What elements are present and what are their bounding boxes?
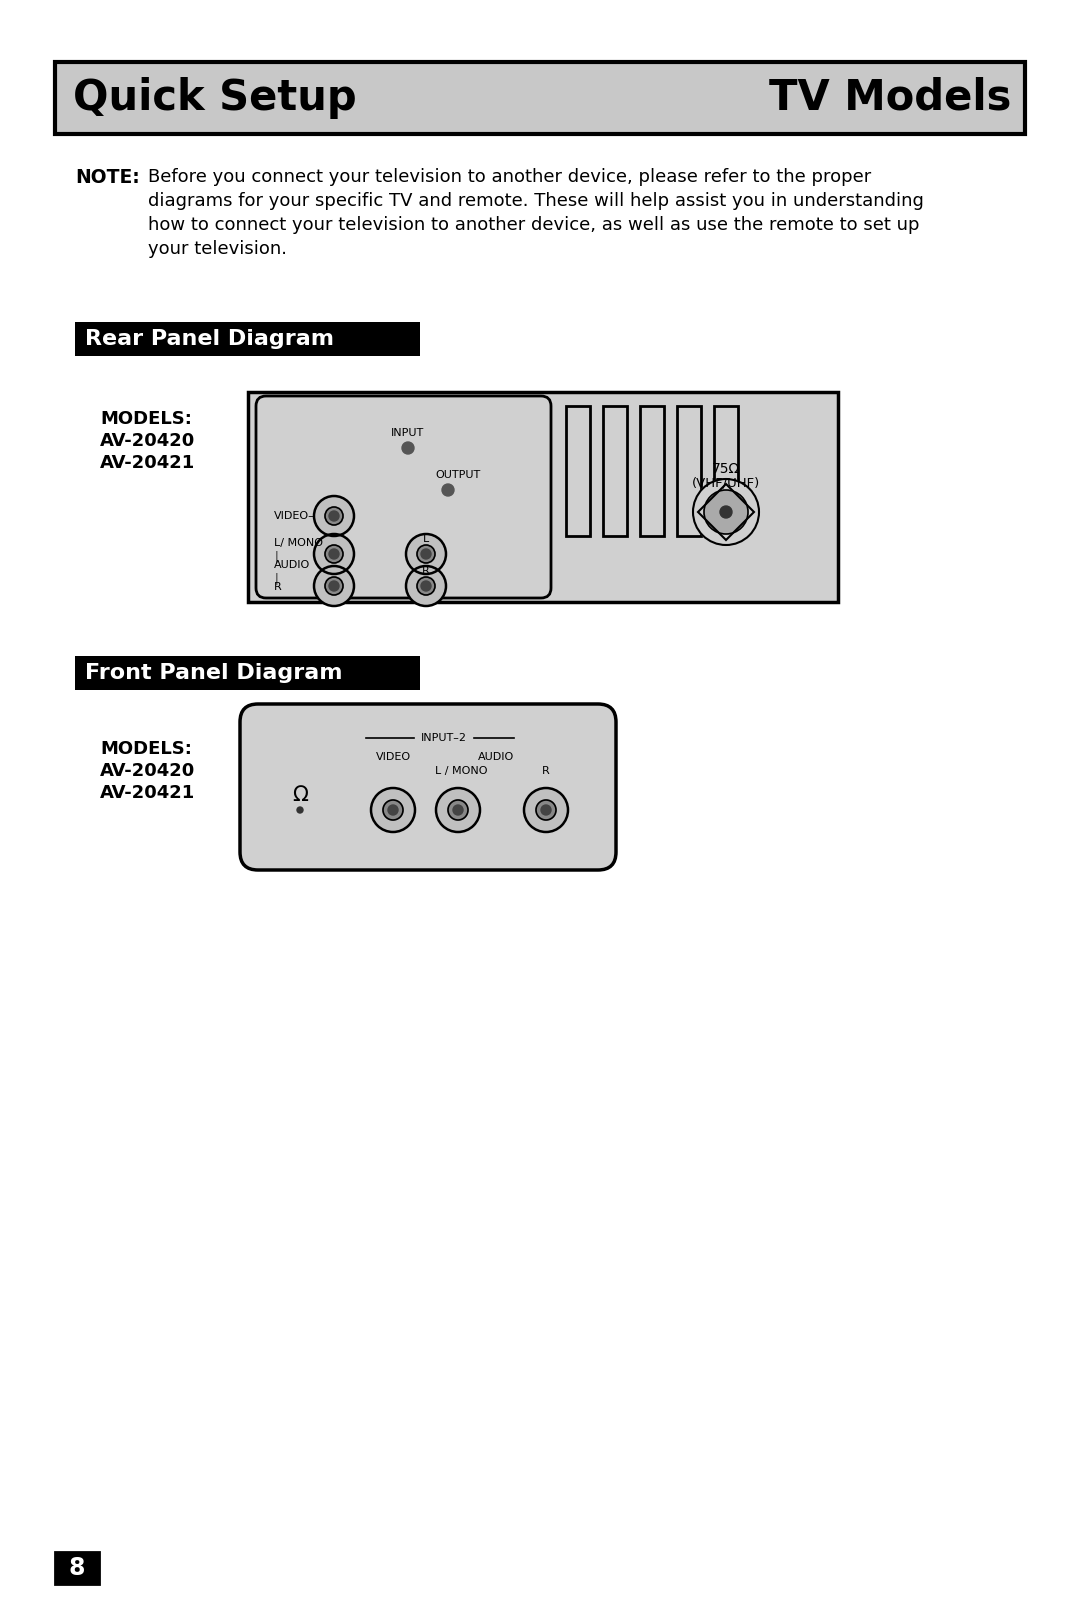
Text: 8: 8 <box>69 1555 85 1579</box>
Text: AV-20421: AV-20421 <box>100 454 195 472</box>
Circle shape <box>402 441 414 454</box>
Circle shape <box>314 567 354 607</box>
Text: AV-20420: AV-20420 <box>100 762 195 780</box>
Circle shape <box>388 806 399 815</box>
Circle shape <box>421 581 431 591</box>
Circle shape <box>325 507 343 525</box>
Text: diagrams for your specific TV and remote. These will help assist you in understa: diagrams for your specific TV and remote… <box>148 193 923 210</box>
Circle shape <box>325 546 343 563</box>
Circle shape <box>325 578 343 595</box>
Text: MODELS:: MODELS: <box>100 409 192 429</box>
Text: your television.: your television. <box>148 241 287 258</box>
Circle shape <box>329 581 339 591</box>
Text: VIDEO–: VIDEO– <box>274 510 314 522</box>
FancyBboxPatch shape <box>677 406 701 536</box>
Text: │: │ <box>274 571 280 584</box>
FancyBboxPatch shape <box>55 63 1025 133</box>
Text: L: L <box>423 534 429 544</box>
Text: INPUT: INPUT <box>391 429 424 438</box>
Circle shape <box>314 496 354 536</box>
Circle shape <box>314 534 354 575</box>
Circle shape <box>383 799 403 820</box>
FancyBboxPatch shape <box>714 406 738 536</box>
Text: OUTPUT: OUTPUT <box>435 470 481 480</box>
Circle shape <box>693 478 759 546</box>
Text: MODELS:: MODELS: <box>100 740 192 758</box>
Circle shape <box>297 807 303 814</box>
Text: (VHF/UHF): (VHF/UHF) <box>692 477 760 490</box>
Text: Front Panel Diagram: Front Panel Diagram <box>85 663 342 684</box>
FancyBboxPatch shape <box>603 406 627 536</box>
Text: 75Ω: 75Ω <box>712 462 740 477</box>
Text: L/ MONO: L/ MONO <box>274 538 323 547</box>
FancyBboxPatch shape <box>640 406 664 536</box>
Circle shape <box>448 799 468 820</box>
Text: Quick Setup: Quick Setup <box>73 77 356 119</box>
Circle shape <box>704 490 748 534</box>
Circle shape <box>406 534 446 575</box>
FancyBboxPatch shape <box>240 705 616 870</box>
Text: L / MONO: L / MONO <box>435 766 487 775</box>
Circle shape <box>406 567 446 607</box>
Text: Rear Panel Diagram: Rear Panel Diagram <box>85 329 334 348</box>
FancyBboxPatch shape <box>248 392 838 602</box>
FancyBboxPatch shape <box>566 406 590 536</box>
Text: R: R <box>422 567 430 576</box>
Text: Ω: Ω <box>292 785 308 806</box>
Circle shape <box>417 578 435 595</box>
Circle shape <box>453 806 463 815</box>
FancyBboxPatch shape <box>75 323 420 356</box>
Text: AV-20421: AV-20421 <box>100 783 195 802</box>
Circle shape <box>329 549 339 559</box>
Text: Before you connect your television to another device, please refer to the proper: Before you connect your television to an… <box>148 169 872 186</box>
Circle shape <box>541 806 551 815</box>
Circle shape <box>536 799 556 820</box>
FancyBboxPatch shape <box>75 656 420 690</box>
Circle shape <box>436 788 480 831</box>
Circle shape <box>720 506 732 518</box>
Circle shape <box>417 546 435 563</box>
Text: how to connect your television to another device, as well as use the remote to s: how to connect your television to anothe… <box>148 217 919 234</box>
Text: AV-20420: AV-20420 <box>100 432 195 449</box>
Text: VIDEO: VIDEO <box>376 753 410 762</box>
Text: R: R <box>274 583 282 592</box>
Text: TV Models: TV Models <box>769 77 1011 119</box>
Circle shape <box>442 485 454 496</box>
FancyBboxPatch shape <box>55 1552 99 1584</box>
Text: INPUT–2: INPUT–2 <box>421 733 467 743</box>
Circle shape <box>329 510 339 522</box>
Text: R: R <box>542 766 550 775</box>
Circle shape <box>421 549 431 559</box>
Circle shape <box>524 788 568 831</box>
Circle shape <box>372 788 415 831</box>
Text: AUDIO: AUDIO <box>477 753 514 762</box>
FancyBboxPatch shape <box>256 396 551 599</box>
Text: NOTE:: NOTE: <box>75 169 139 188</box>
Text: │: │ <box>274 551 280 562</box>
Text: AUDIO: AUDIO <box>274 560 310 570</box>
